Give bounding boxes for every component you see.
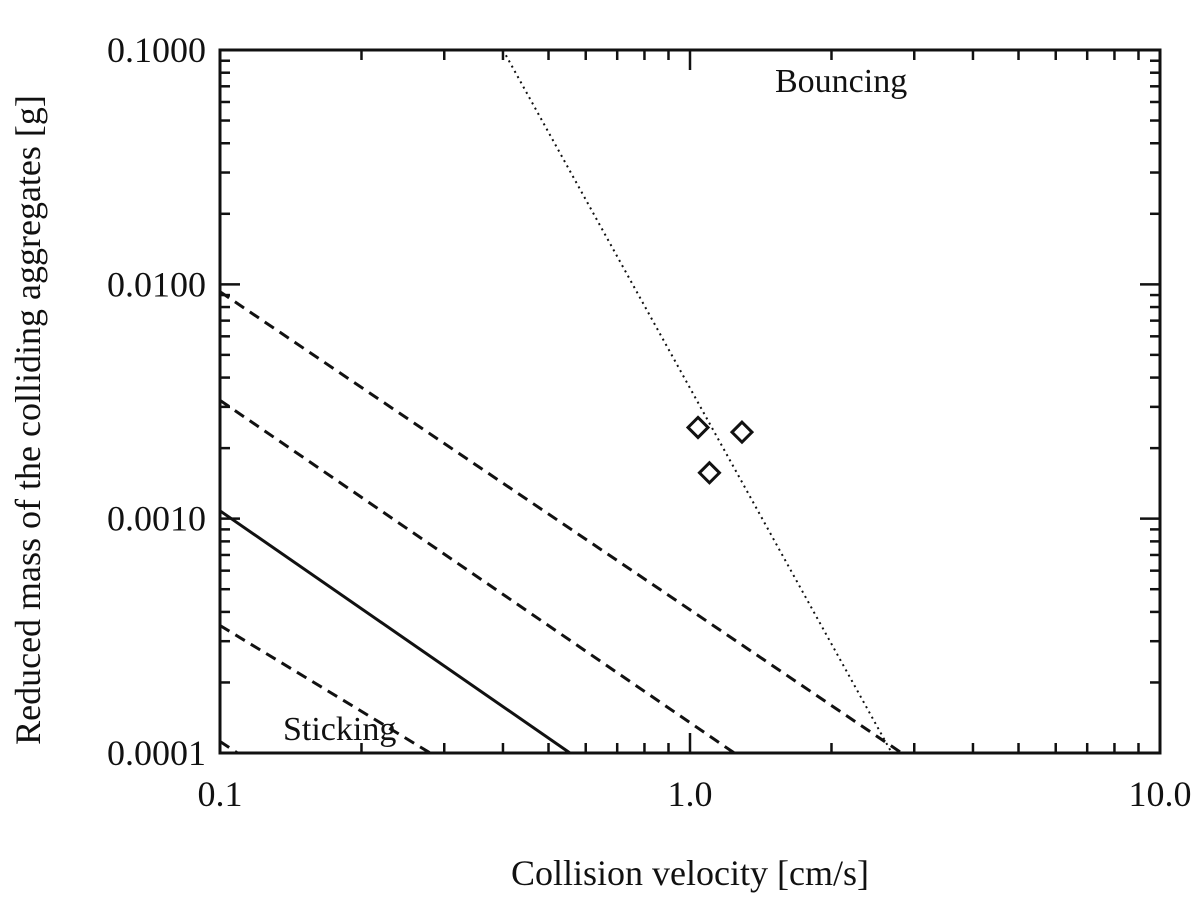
y-tick-label: 0.0010 bbox=[107, 499, 206, 539]
y-tick-labels: 0.0001 0.0010 0.0100 0.1000 bbox=[107, 30, 206, 773]
sticking-label: Sticking bbox=[283, 711, 396, 748]
axis-ticks bbox=[218, 50, 1160, 755]
sticking-threshold-solid bbox=[220, 509, 573, 753]
x-tick-label: 10.0 bbox=[1129, 774, 1192, 814]
x-tick-label: 1.0 bbox=[668, 774, 713, 814]
diamond-marker bbox=[685, 415, 711, 440]
x-axis-title: Collision velocity [cm/s] bbox=[511, 853, 869, 893]
y-tick-label: 0.0001 bbox=[107, 733, 206, 773]
bouncing-label: Bouncing bbox=[775, 63, 907, 100]
dashed-lower-1 bbox=[220, 624, 434, 753]
plot-series bbox=[220, 50, 905, 753]
diamond-marker bbox=[697, 460, 722, 485]
plot-markers bbox=[685, 415, 755, 485]
y-axis-title: Reduced mass of the colliding aggregates… bbox=[8, 95, 48, 745]
plot-frame bbox=[218, 48, 1162, 755]
diamond-marker bbox=[729, 420, 755, 445]
x-tick-label: 0.1 bbox=[198, 774, 243, 814]
y-tick-label: 0.1000 bbox=[107, 30, 206, 70]
dashed-upper-1 bbox=[220, 290, 905, 753]
x-tick-labels: 0.1 1.0 10.0 bbox=[198, 774, 1192, 814]
dashed-upper-2 bbox=[220, 399, 737, 753]
y-tick-label: 0.0100 bbox=[107, 264, 206, 304]
bouncing-threshold-dotted bbox=[502, 50, 893, 753]
